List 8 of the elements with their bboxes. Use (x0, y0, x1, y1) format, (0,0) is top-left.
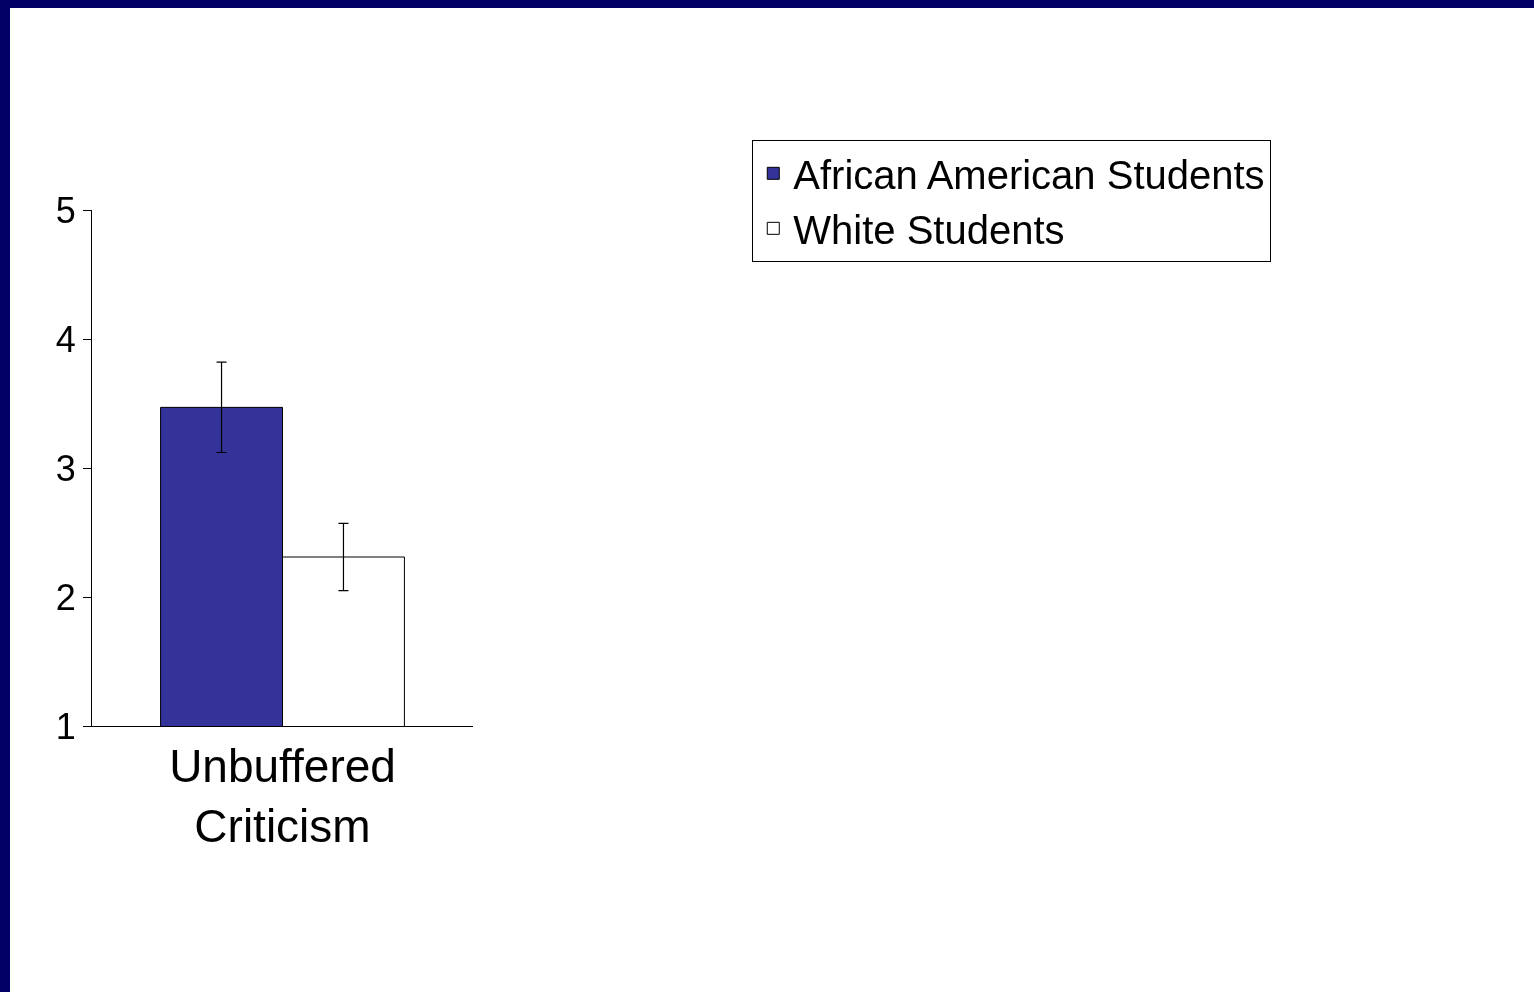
y-tick-label: 2 (55, 576, 76, 618)
legend-label: African American Students (793, 152, 1265, 197)
y-tick-label: 5 (55, 189, 76, 231)
y-tick-label: 1 (55, 705, 76, 747)
y-tick-label: 3 (55, 447, 76, 489)
x-tick-label: Unbuffered Criticism (169, 740, 396, 852)
y-tick-label: 4 (55, 318, 76, 360)
legend-label: White Students (793, 207, 1065, 252)
